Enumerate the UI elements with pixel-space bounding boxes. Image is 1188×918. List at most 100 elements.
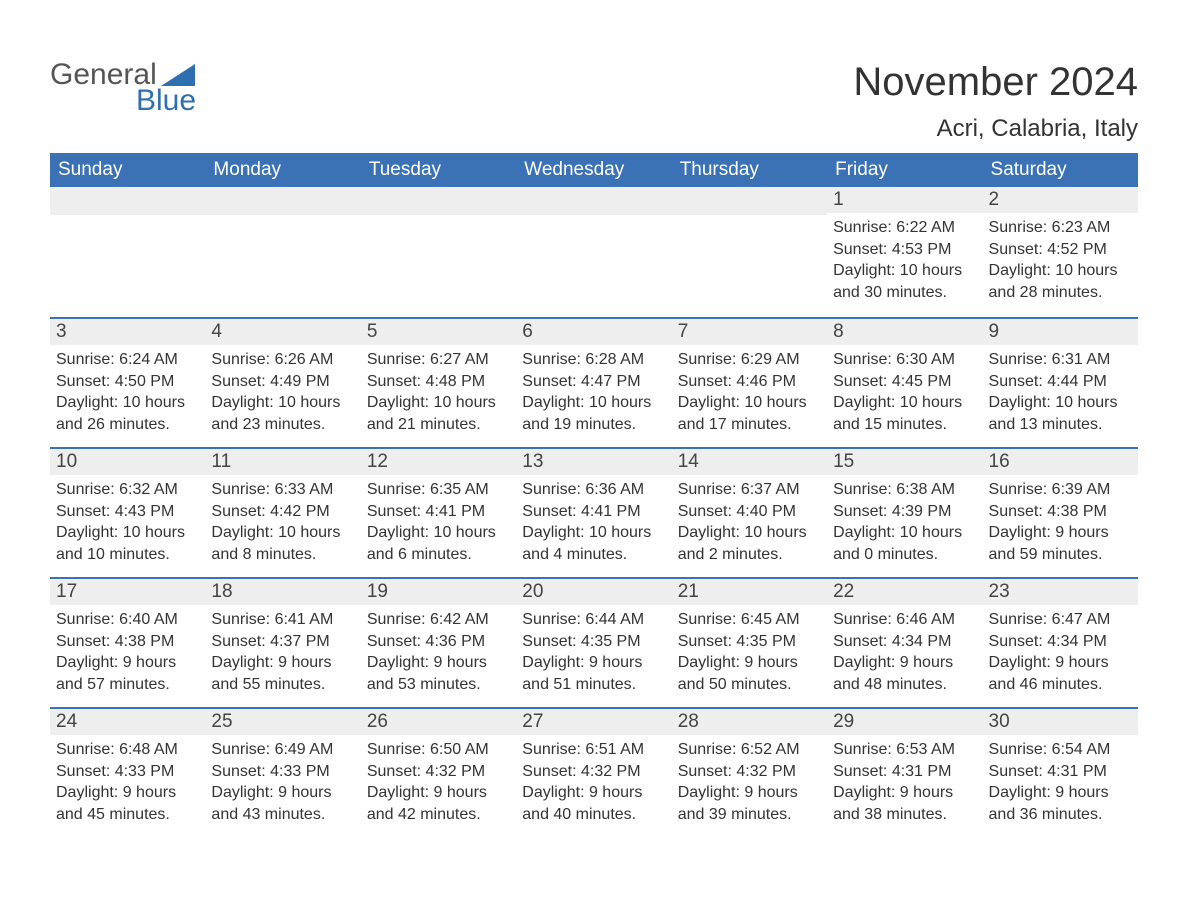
day-data: Sunrise: 6:46 AMSunset: 4:34 PMDaylight:…	[827, 605, 982, 703]
day-data: Sunrise: 6:31 AMSunset: 4:44 PMDaylight:…	[983, 345, 1138, 443]
daylight-line-2: and 36 minutes.	[989, 804, 1132, 826]
sunrise-line: Sunrise: 6:31 AM	[989, 349, 1132, 371]
calendar-cell: 11Sunrise: 6:33 AMSunset: 4:42 PMDayligh…	[205, 447, 360, 577]
sunset-line: Sunset: 4:49 PM	[211, 371, 354, 393]
sunrise-line: Sunrise: 6:42 AM	[367, 609, 510, 631]
sunset-line: Sunset: 4:35 PM	[522, 631, 665, 653]
sunrise-line: Sunrise: 6:33 AM	[211, 479, 354, 501]
daylight-line-1: Daylight: 10 hours	[56, 392, 199, 414]
daylight-line-1: Daylight: 9 hours	[367, 652, 510, 674]
sunrise-line: Sunrise: 6:29 AM	[678, 349, 821, 371]
calendar-cell: 18Sunrise: 6:41 AMSunset: 4:37 PMDayligh…	[205, 577, 360, 707]
sunset-line: Sunset: 4:33 PM	[211, 761, 354, 783]
daylight-line-2: and 46 minutes.	[989, 674, 1132, 696]
calendar-cell: 3Sunrise: 6:24 AMSunset: 4:50 PMDaylight…	[50, 317, 205, 447]
sunset-line: Sunset: 4:40 PM	[678, 501, 821, 523]
daylight-line-1: Daylight: 10 hours	[678, 392, 821, 414]
calendar-cell	[361, 187, 516, 317]
calendar-cell: 15Sunrise: 6:38 AMSunset: 4:39 PMDayligh…	[827, 447, 982, 577]
daylight-line-1: Daylight: 10 hours	[367, 392, 510, 414]
daylight-line-1: Daylight: 9 hours	[989, 522, 1132, 544]
daylight-line-2: and 45 minutes.	[56, 804, 199, 826]
sunrise-line: Sunrise: 6:50 AM	[367, 739, 510, 761]
day-data: Sunrise: 6:52 AMSunset: 4:32 PMDaylight:…	[672, 735, 827, 833]
day-data: Sunrise: 6:47 AMSunset: 4:34 PMDaylight:…	[983, 605, 1138, 703]
day-data: Sunrise: 6:37 AMSunset: 4:40 PMDaylight:…	[672, 475, 827, 573]
sunset-line: Sunset: 4:53 PM	[833, 239, 976, 261]
daylight-line-1: Daylight: 9 hours	[678, 782, 821, 804]
daylight-line-2: and 21 minutes.	[367, 414, 510, 436]
day-number: 19	[361, 577, 516, 605]
daylight-line-2: and 59 minutes.	[989, 544, 1132, 566]
daylight-line-1: Daylight: 9 hours	[56, 782, 199, 804]
day-header: Saturday	[983, 153, 1138, 187]
daylight-line-1: Daylight: 9 hours	[678, 652, 821, 674]
daylight-line-1: Daylight: 9 hours	[989, 652, 1132, 674]
sunset-line: Sunset: 4:46 PM	[678, 371, 821, 393]
calendar-week: 17Sunrise: 6:40 AMSunset: 4:38 PMDayligh…	[50, 577, 1138, 707]
day-number: 8	[827, 317, 982, 345]
day-data: Sunrise: 6:54 AMSunset: 4:31 PMDaylight:…	[983, 735, 1138, 833]
day-header: Friday	[827, 153, 982, 187]
daylight-line-1: Daylight: 9 hours	[211, 782, 354, 804]
sunrise-line: Sunrise: 6:32 AM	[56, 479, 199, 501]
calendar-cell: 9Sunrise: 6:31 AMSunset: 4:44 PMDaylight…	[983, 317, 1138, 447]
sunrise-line: Sunrise: 6:44 AM	[522, 609, 665, 631]
calendar-cell: 25Sunrise: 6:49 AMSunset: 4:33 PMDayligh…	[205, 707, 360, 837]
daylight-line-1: Daylight: 10 hours	[522, 392, 665, 414]
day-data: Sunrise: 6:42 AMSunset: 4:36 PMDaylight:…	[361, 605, 516, 703]
daylight-line-2: and 19 minutes.	[522, 414, 665, 436]
empty-day-bar	[672, 187, 827, 215]
calendar-cell: 1Sunrise: 6:22 AMSunset: 4:53 PMDaylight…	[827, 187, 982, 317]
daylight-line-1: Daylight: 9 hours	[211, 652, 354, 674]
day-data: Sunrise: 6:36 AMSunset: 4:41 PMDaylight:…	[516, 475, 671, 573]
day-data: Sunrise: 6:39 AMSunset: 4:38 PMDaylight:…	[983, 475, 1138, 573]
daylight-line-1: Daylight: 10 hours	[522, 522, 665, 544]
daylight-line-1: Daylight: 10 hours	[833, 522, 976, 544]
day-data: Sunrise: 6:28 AMSunset: 4:47 PMDaylight:…	[516, 345, 671, 443]
day-data: Sunrise: 6:22 AMSunset: 4:53 PMDaylight:…	[827, 213, 982, 311]
empty-day-bar	[361, 187, 516, 215]
sunset-line: Sunset: 4:31 PM	[989, 761, 1132, 783]
sunset-line: Sunset: 4:35 PM	[678, 631, 821, 653]
day-number: 18	[205, 577, 360, 605]
day-header: Monday	[205, 153, 360, 187]
day-header: Thursday	[672, 153, 827, 187]
daylight-line-2: and 6 minutes.	[367, 544, 510, 566]
calendar-cell: 28Sunrise: 6:52 AMSunset: 4:32 PMDayligh…	[672, 707, 827, 837]
daylight-line-2: and 10 minutes.	[56, 544, 199, 566]
sunset-line: Sunset: 4:38 PM	[56, 631, 199, 653]
daylight-line-2: and 0 minutes.	[833, 544, 976, 566]
day-number: 9	[983, 317, 1138, 345]
daylight-line-2: and 26 minutes.	[56, 414, 199, 436]
day-number: 2	[983, 187, 1138, 213]
sunset-line: Sunset: 4:44 PM	[989, 371, 1132, 393]
daylight-line-1: Daylight: 10 hours	[211, 392, 354, 414]
title-location: Acri, Calabria, Italy	[853, 115, 1138, 143]
sunrise-line: Sunrise: 6:41 AM	[211, 609, 354, 631]
calendar-week: 10Sunrise: 6:32 AMSunset: 4:43 PMDayligh…	[50, 447, 1138, 577]
day-data: Sunrise: 6:33 AMSunset: 4:42 PMDaylight:…	[205, 475, 360, 573]
sunrise-line: Sunrise: 6:38 AM	[833, 479, 976, 501]
logo: General Blue	[50, 60, 196, 116]
calendar-cell	[205, 187, 360, 317]
daylight-line-2: and 4 minutes.	[522, 544, 665, 566]
sunset-line: Sunset: 4:32 PM	[522, 761, 665, 783]
daylight-line-2: and 17 minutes.	[678, 414, 821, 436]
calendar-cell: 20Sunrise: 6:44 AMSunset: 4:35 PMDayligh…	[516, 577, 671, 707]
sunset-line: Sunset: 4:31 PM	[833, 761, 976, 783]
sunrise-line: Sunrise: 6:23 AM	[989, 217, 1132, 239]
calendar-cell: 23Sunrise: 6:47 AMSunset: 4:34 PMDayligh…	[983, 577, 1138, 707]
sunset-line: Sunset: 4:48 PM	[367, 371, 510, 393]
sunrise-line: Sunrise: 6:39 AM	[989, 479, 1132, 501]
calendar-cell: 6Sunrise: 6:28 AMSunset: 4:47 PMDaylight…	[516, 317, 671, 447]
calendar-table: Sunday Monday Tuesday Wednesday Thursday…	[50, 153, 1138, 837]
day-number: 20	[516, 577, 671, 605]
day-header: Wednesday	[516, 153, 671, 187]
sunrise-line: Sunrise: 6:49 AM	[211, 739, 354, 761]
daylight-line-1: Daylight: 10 hours	[678, 522, 821, 544]
day-number: 13	[516, 447, 671, 475]
day-number: 29	[827, 707, 982, 735]
sunset-line: Sunset: 4:43 PM	[56, 501, 199, 523]
day-number: 16	[983, 447, 1138, 475]
